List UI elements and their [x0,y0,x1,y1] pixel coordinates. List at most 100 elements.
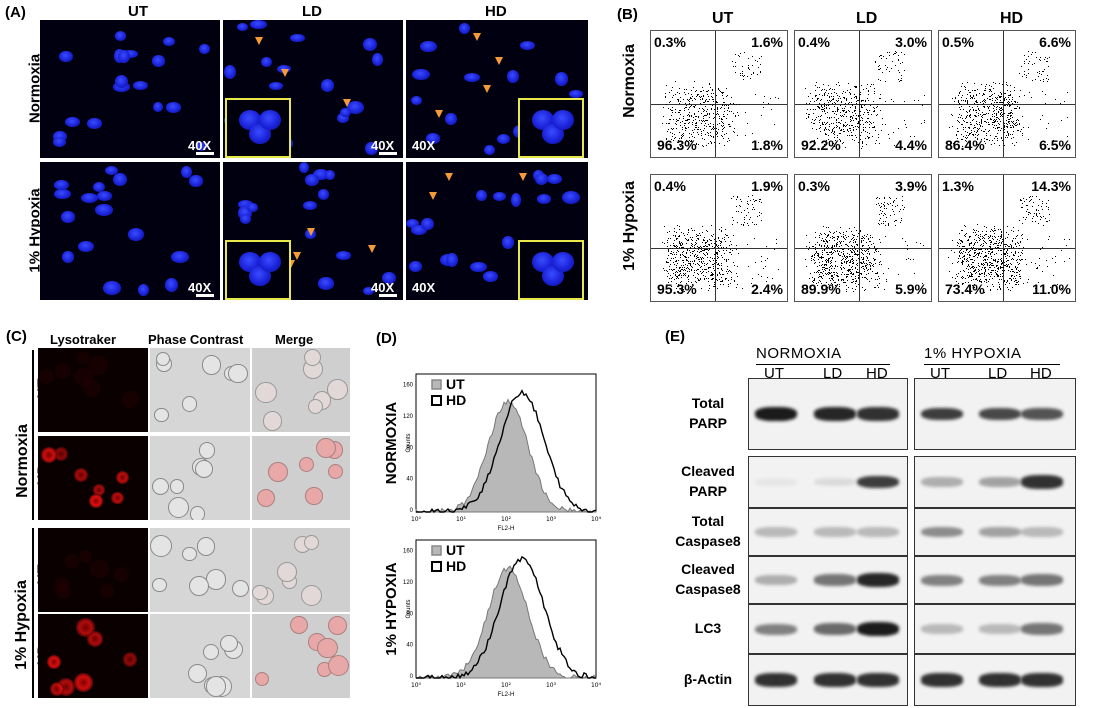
event-dot [725,96,727,98]
event-dot [894,51,896,53]
event-dot [976,123,978,125]
event-dot [967,137,969,139]
event-dot [962,129,964,131]
event-dot [700,279,702,281]
event-dot [875,62,877,64]
event-dot [1006,225,1008,227]
event-dot [1001,114,1003,116]
event-dot [724,239,726,241]
event-dot [889,214,891,216]
event-dot [844,105,846,107]
event-dot [715,252,717,254]
event-dot [954,101,956,103]
event-dot [702,129,704,131]
event-dot [862,145,864,147]
event-dot [671,139,673,141]
arrowhead-marker [307,227,316,236]
event-dot [715,101,717,103]
event-dot [704,265,706,267]
event-dot [830,272,831,274]
event-dot [686,260,688,262]
event-dot [959,242,961,244]
event-dot [753,224,755,226]
event-dot [685,243,687,245]
event-dot [700,102,702,104]
event-dot [959,257,961,259]
event-dot [974,114,976,116]
micrograph-normoxia-ut: 40X [40,20,220,158]
event-dot [684,109,686,111]
event-dot [833,248,835,250]
event-dot [820,272,822,274]
event-dot [838,122,840,124]
event-dot [968,243,970,245]
cell [73,467,88,482]
event-dot [968,127,970,129]
event-dot [738,104,740,106]
event-dot [1020,241,1022,243]
event-dot [879,197,881,199]
event-dot [734,280,736,282]
event-dot [713,101,715,103]
nucleus [78,241,95,253]
event-dot [712,268,714,270]
event-dot [671,276,673,278]
nucleus [198,43,210,55]
event-dot [817,254,819,256]
event-dot [965,138,967,140]
panel-e-group-hypoxia: 1% HYPOXIA [924,345,1022,362]
event-dot [962,252,964,254]
event-dot [990,239,992,241]
event-dot [706,98,708,100]
event-dot [923,95,925,97]
event-dot [901,238,903,240]
event-dot [737,211,739,213]
event-dot [861,100,863,102]
event-dot [975,251,977,253]
x-tick-label: 10² [501,682,512,689]
event-dot [832,98,834,100]
event-dot [861,266,863,268]
event-dot [870,244,872,246]
event-dot [1006,264,1008,265]
event-dot [752,278,754,280]
event-dot [880,80,882,82]
nucleus [317,277,335,290]
event-dot [737,134,739,136]
event-dot [733,104,735,106]
event-dot [871,84,873,86]
event-dot [845,289,847,291]
event-dot [842,125,844,127]
event-dot [867,99,869,101]
event-dot [699,107,701,109]
event-dot [1016,107,1018,109]
event-dot [1006,231,1008,233]
event-dot [863,261,865,263]
event-dot [852,279,854,281]
lysotracker-image [38,614,148,698]
event-dot [1015,267,1017,269]
event-dot [734,265,736,267]
event-dot [998,244,1000,246]
event-dot [859,262,861,264]
event-dot [691,135,693,137]
event-dot [820,257,822,259]
event-dot [818,106,820,108]
event-dot [850,247,852,249]
event-dot [877,68,879,70]
event-dot [989,140,991,142]
event-dot [813,123,815,125]
event-dot [958,99,960,101]
event-dot [972,120,974,122]
event-dot [825,123,827,125]
event-dot [691,246,693,248]
event-dot [831,261,833,263]
event-dot [713,136,715,138]
event-dot [683,268,685,270]
event-dot [886,207,888,209]
event-dot [854,107,856,109]
event-dot [1048,238,1050,240]
event-dot [718,113,720,115]
x-axis-label: FL2-H [498,692,515,698]
event-dot [698,115,700,117]
